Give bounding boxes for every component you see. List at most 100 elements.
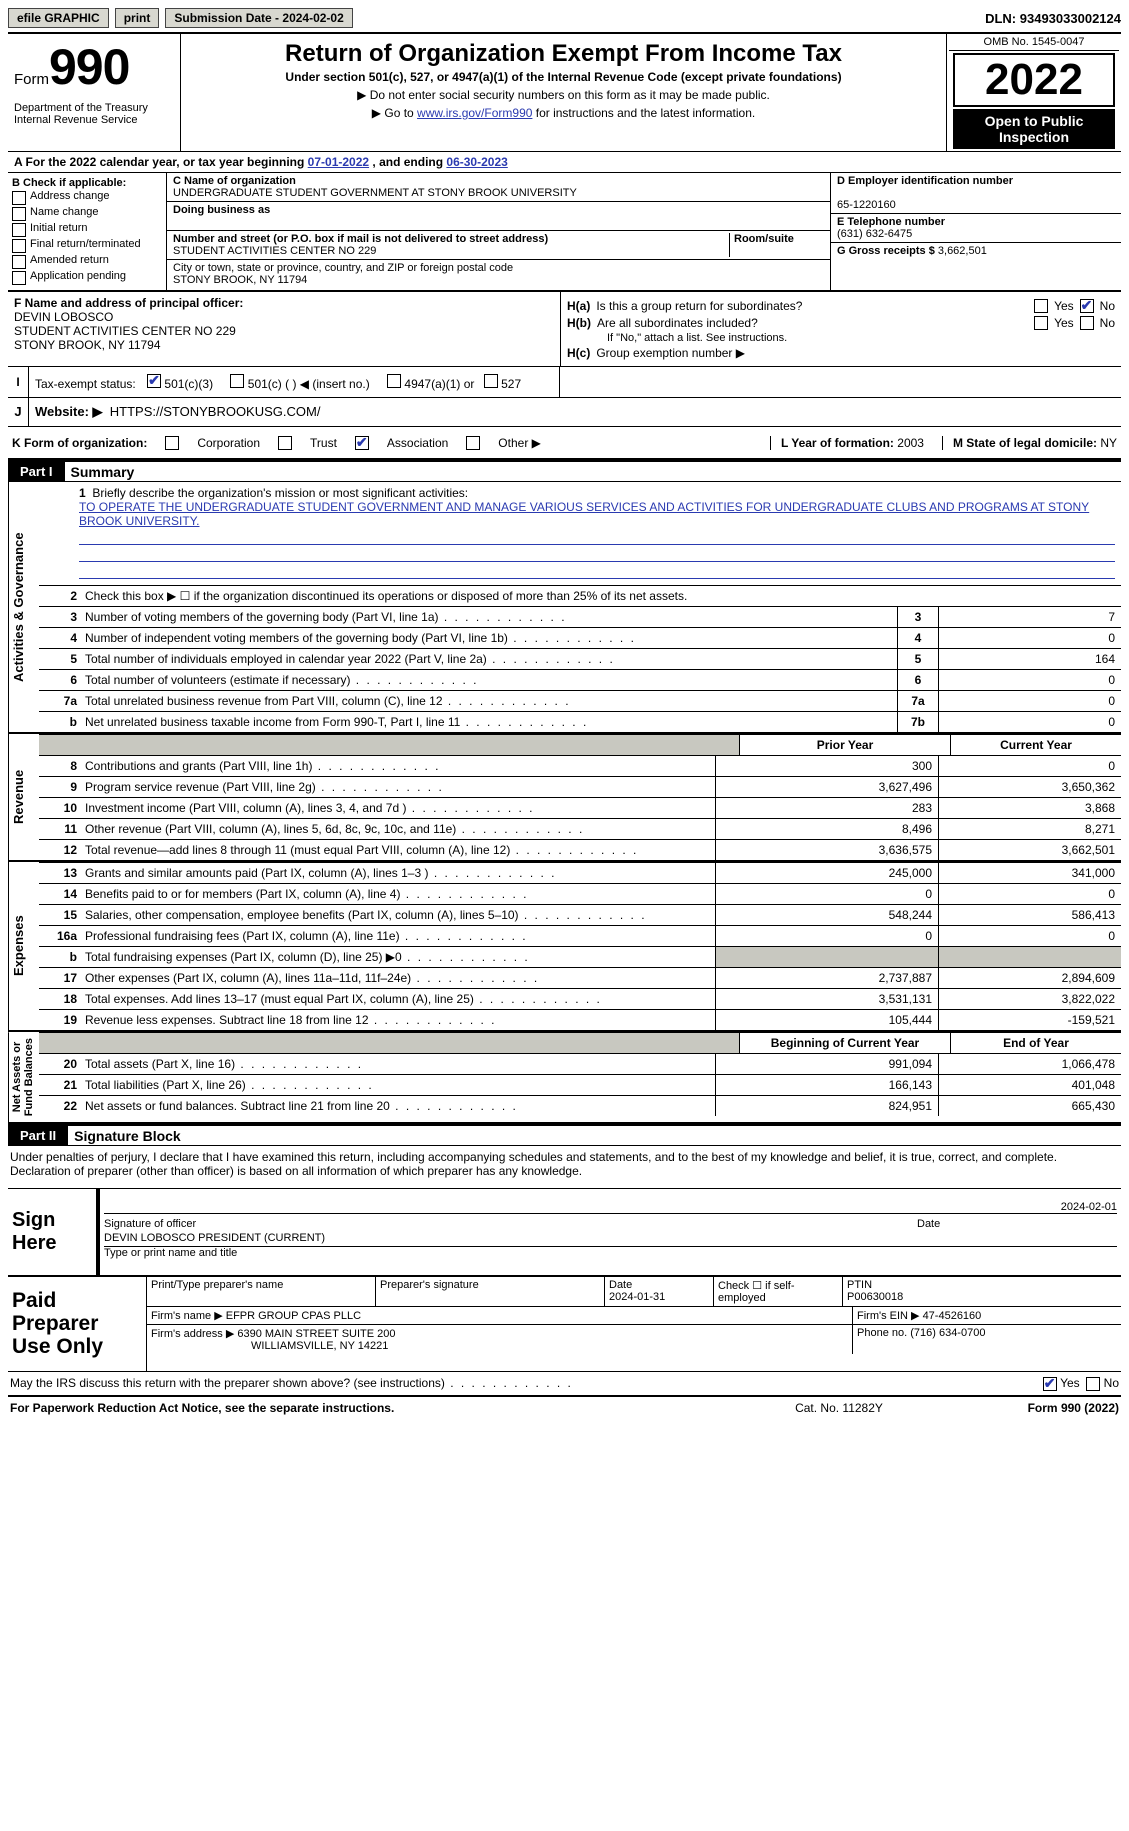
penalties-statement: Under penalties of perjury, I declare th… — [8, 1146, 1121, 1189]
dept-label: Department of the Treasury Internal Reve… — [14, 102, 174, 126]
other-checkbox[interactable] — [466, 436, 480, 450]
paid-preparer-block: Paid Preparer Use Only Print/Type prepar… — [8, 1277, 1121, 1371]
net-assets-section: Net Assets or Fund Balances Beginning of… — [8, 1032, 1121, 1124]
officer-name: DEVIN LOBOSCO — [14, 310, 113, 324]
tax-exempt-status-row: I Tax-exempt status: 501(c)(3) 501(c) ( … — [8, 366, 1121, 397]
table-row: 19Revenue less expenses. Subtract line 1… — [39, 1009, 1121, 1030]
checkbox[interactable] — [12, 223, 26, 237]
col-b-checkboxes: B Check if applicable: Address changeNam… — [8, 173, 167, 290]
discuss-row: May the IRS discuss this return with the… — [8, 1372, 1121, 1397]
open-to-public: Open to Public Inspection — [953, 109, 1115, 149]
table-row: 10Investment income (Part VIII, column (… — [39, 797, 1121, 818]
footer-row: For Paperwork Reduction Act Notice, see … — [8, 1397, 1121, 1419]
table-row: 9Program service revenue (Part VIII, lin… — [39, 776, 1121, 797]
discuss-no-checkbox[interactable] — [1086, 1377, 1100, 1391]
revenue-section: Revenue Prior YearCurrent Year 8Contribu… — [8, 734, 1121, 862]
firm-ein: 47-4526160 — [923, 1310, 982, 1322]
irs-link[interactable]: www.irs.gov/Form990 — [417, 106, 532, 120]
501c-checkbox[interactable] — [230, 374, 244, 388]
identity-grid: B Check if applicable: Address changeNam… — [8, 172, 1121, 291]
table-row: 13Grants and similar amounts paid (Part … — [39, 862, 1121, 883]
activities-governance-section: Activities & Governance 1 Briefly descri… — [8, 482, 1121, 734]
form-note-1: ▶ Do not enter social security numbers o… — [187, 88, 940, 102]
discuss-yes-checkbox[interactable] — [1043, 1377, 1057, 1391]
hb-no-checkbox[interactable] — [1080, 316, 1094, 330]
applicable-checkbox-item: Application pending — [12, 270, 162, 285]
sign-here-block: Sign Here 2024-02-01 Signature of office… — [8, 1189, 1121, 1277]
line5-value: 164 — [938, 649, 1121, 669]
applicable-checkbox-item: Initial return — [12, 222, 162, 237]
efile-label: efile GRAPHIC — [8, 8, 109, 28]
table-row: 15Salaries, other compensation, employee… — [39, 904, 1121, 925]
col-c-org-info: C Name of organization UNDERGRADUATE STU… — [167, 173, 831, 290]
year-formation: 2003 — [897, 436, 924, 450]
line4-value: 0 — [938, 628, 1121, 648]
table-row: 8Contributions and grants (Part VIII, li… — [39, 755, 1121, 776]
table-row: 12Total revenue—add lines 8 through 11 (… — [39, 839, 1121, 860]
ein-value: 65-1220160 — [837, 199, 896, 211]
applicable-checkbox-item: Amended return — [12, 254, 162, 269]
print-button[interactable]: print — [115, 8, 160, 28]
org-street: STUDENT ACTIVITIES CENTER NO 229 — [173, 245, 376, 257]
part-1-header: Part I Summary — [8, 460, 1121, 482]
trust-checkbox[interactable] — [278, 436, 292, 450]
501c3-checkbox[interactable] — [147, 374, 161, 388]
table-row: bTotal fundraising expenses (Part IX, co… — [39, 946, 1121, 967]
submission-date-box: Submission Date - 2024-02-02 — [165, 8, 352, 28]
applicable-checkbox-item: Name change — [12, 206, 162, 221]
k-l-m-row: K Form of organization: Corporation Trus… — [8, 427, 1121, 460]
table-row: 14Benefits paid to or for members (Part … — [39, 883, 1121, 904]
table-row: 16aProfessional fundraising fees (Part I… — [39, 925, 1121, 946]
table-row: 17Other expenses (Part IX, column (A), l… — [39, 967, 1121, 988]
firm-phone: (716) 634-0700 — [910, 1327, 985, 1339]
checkbox[interactable] — [12, 239, 26, 253]
part-2-header: Part II Signature Block — [8, 1124, 1121, 1146]
org-city: STONY BROOK, NY 11794 — [173, 274, 307, 286]
website-url: HTTPS://STONYBROOKUSG.COM/ — [110, 404, 321, 419]
line6-value: 0 — [938, 670, 1121, 690]
checkbox[interactable] — [12, 255, 26, 269]
top-toolbar: efile GRAPHIC print Submission Date - 20… — [8, 8, 1121, 28]
firm-name: EFPR GROUP CPAS PLLC — [226, 1310, 361, 1322]
table-row: 18Total expenses. Add lines 13–17 (must … — [39, 988, 1121, 1009]
form-title: Return of Organization Exempt From Incom… — [187, 40, 940, 68]
org-name: UNDERGRADUATE STUDENT GOVERNMENT AT STON… — [173, 187, 577, 199]
form-footer: Form 990 (2022) — [939, 1401, 1119, 1415]
mission-text: TO OPERATE THE UNDERGRADUATE STUDENT GOV… — [79, 500, 1089, 528]
expenses-section: Expenses 13Grants and similar amounts pa… — [8, 862, 1121, 1032]
line3-value: 7 — [938, 607, 1121, 627]
omb-number: OMB No. 1545-0047 — [949, 36, 1119, 51]
table-row: 22Net assets or fund balances. Subtract … — [39, 1095, 1121, 1116]
ptin-value: P00630018 — [847, 1291, 903, 1303]
form-number: Form990 — [14, 38, 174, 96]
sub-date-value: 2024-02-02 — [282, 11, 343, 25]
period-row: A For the 2022 calendar year, or tax yea… — [8, 151, 1121, 172]
gross-receipts-value: 3,662,501 — [938, 245, 987, 257]
form-subtitle: Under section 501(c), 527, or 4947(a)(1)… — [187, 70, 940, 84]
checkbox[interactable] — [12, 207, 26, 221]
dln: DLN: 93493033002124 — [985, 11, 1121, 26]
form-note-2: ▶ Go to www.irs.gov/Form990 for instruct… — [187, 106, 940, 120]
ha-yes-checkbox[interactable] — [1034, 299, 1048, 313]
tax-year: 2022 — [953, 53, 1115, 107]
form-header: Form990 Department of the Treasury Inter… — [8, 32, 1121, 151]
applicable-checkbox-item: Final return/terminated — [12, 238, 162, 253]
mission-block: 1 Briefly describe the organization's mi… — [39, 482, 1121, 585]
officer-h-row: F Name and address of principal officer:… — [8, 291, 1121, 366]
hb-yes-checkbox[interactable] — [1034, 316, 1048, 330]
527-checkbox[interactable] — [484, 374, 498, 388]
checkbox[interactable] — [12, 271, 26, 285]
table-row: 21Total liabilities (Part X, line 26)166… — [39, 1074, 1121, 1095]
prep-date: 2024-01-31 — [609, 1291, 665, 1303]
sign-date: 2024-02-01 — [1061, 1201, 1117, 1213]
ha-no-checkbox[interactable] — [1080, 299, 1094, 313]
checkbox[interactable] — [12, 191, 26, 205]
table-row: 11Other revenue (Part VIII, column (A), … — [39, 818, 1121, 839]
table-row: 20Total assets (Part X, line 16)991,0941… — [39, 1053, 1121, 1074]
4947-checkbox[interactable] — [387, 374, 401, 388]
state-domicile: NY — [1100, 436, 1117, 450]
assoc-checkbox[interactable] — [355, 436, 369, 450]
corp-checkbox[interactable] — [165, 436, 179, 450]
website-row: J Website: ▶ HTTPS://STONYBROOKUSG.COM/ — [8, 397, 1121, 427]
col-d-numbers: D Employer identification number 65-1220… — [831, 173, 1121, 290]
